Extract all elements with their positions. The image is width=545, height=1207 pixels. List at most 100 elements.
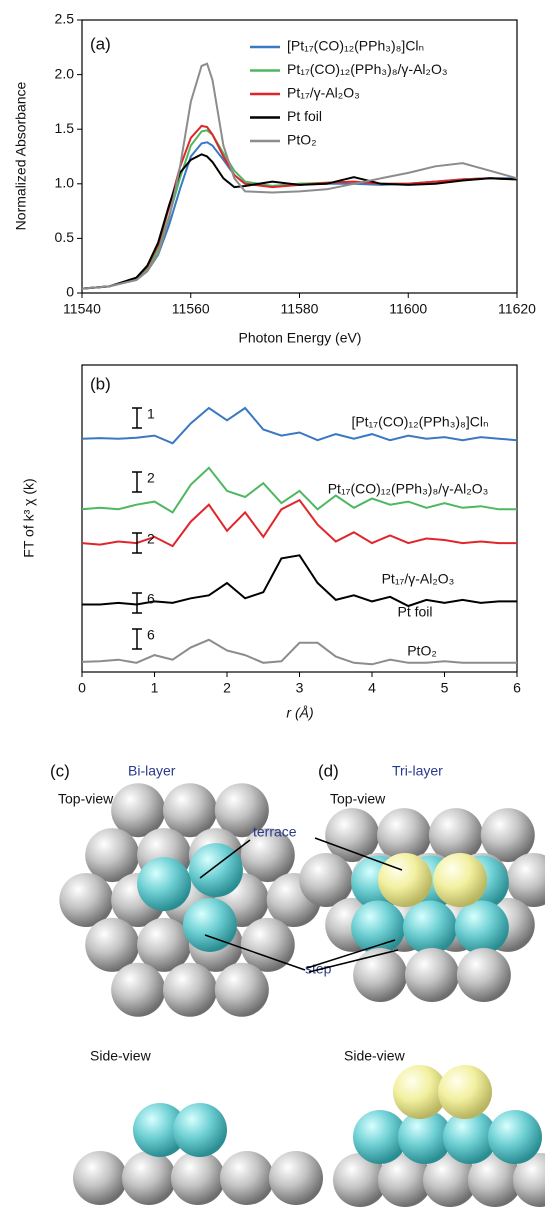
atom (403, 900, 457, 955)
y-tick-label: 2.0 (55, 65, 75, 81)
y-tick-label: 1.5 (55, 120, 75, 136)
x-tick-label: 3 (296, 680, 304, 696)
scale-label: 6 (147, 627, 155, 643)
y-axis-label: Normalized Absorbance (13, 81, 29, 230)
y-tick-label: 2.5 (55, 11, 75, 27)
series-line (81, 153, 518, 290)
atom (353, 948, 408, 1002)
atom (351, 900, 406, 955)
y-tick-label: 0 (66, 284, 74, 300)
leader-lines (199, 837, 403, 973)
scale-label: 1 (147, 406, 155, 422)
atom (398, 1110, 452, 1164)
x-tick-label: 2 (223, 680, 231, 696)
x-tick-label: 0 (78, 680, 86, 696)
atom (488, 1110, 542, 1164)
x-tick-label: 11560 (172, 301, 210, 317)
x-tick-label: 11580 (281, 301, 319, 317)
series-line (81, 638, 517, 666)
atom (59, 873, 114, 927)
model-title: Bi-layer (128, 763, 176, 779)
atom (220, 1151, 274, 1205)
atom (378, 853, 432, 907)
atom (423, 1153, 477, 1207)
series-line (81, 406, 518, 445)
atom (73, 1151, 127, 1205)
atom (506, 853, 545, 907)
view-label: Side-view (90, 1048, 152, 1064)
panel-label: (b) (90, 374, 111, 393)
atom (456, 948, 511, 1002)
atom (122, 1151, 176, 1205)
atom (333, 1153, 387, 1207)
atom (353, 1110, 407, 1164)
series-line (82, 554, 517, 608)
sphere-models (59, 783, 545, 1207)
x-tick-label: 1 (151, 680, 159, 696)
scale-bar (132, 532, 142, 554)
atom (171, 1151, 225, 1205)
atom (137, 917, 192, 972)
scale-label: 2 (147, 470, 155, 486)
atom (111, 783, 166, 838)
series-label: Pt₁₇(CO)₁₂(PPh₃)₈/γ-Al₂O₃ (328, 481, 489, 497)
scale-bar (132, 471, 142, 493)
atom (214, 962, 269, 1017)
scale-bar (132, 592, 142, 614)
y-tick-label: 0.5 (55, 229, 75, 245)
atom (137, 857, 192, 912)
atom (438, 1065, 492, 1119)
x-tick-label: 11620 (498, 301, 536, 317)
series-line (81, 466, 517, 514)
series-label: Pt foil (397, 604, 432, 620)
x-tick-label: 11600 (389, 301, 427, 317)
legend-label: [Pt₁₇(CO)₁₂(PPh₃)₈]Clₙ (287, 38, 424, 54)
scale-bar (132, 628, 142, 650)
atom (325, 808, 380, 863)
panel-label: (a) (90, 34, 111, 53)
atom (111, 962, 166, 1017)
atom (85, 917, 140, 972)
scale-label: 2 (147, 531, 155, 547)
atom (405, 948, 459, 1002)
y-axis-label: FT of k³ χ (k) (21, 478, 37, 557)
series-label: PtO₂ (407, 643, 437, 659)
legend-label: Pt foil (287, 108, 322, 124)
panel-label: (d) (318, 761, 339, 780)
series-line (81, 62, 518, 290)
atom (163, 783, 217, 838)
view-label: Top-view (58, 791, 114, 807)
atom (433, 853, 487, 907)
atom (133, 1103, 187, 1157)
atom (393, 1065, 447, 1119)
atom (182, 897, 237, 952)
x-tick-label: 11540 (63, 301, 101, 317)
x-tick-label: 6 (513, 680, 521, 696)
atom (468, 1153, 522, 1207)
x-tick-label: 4 (368, 680, 376, 696)
series-line (81, 498, 517, 548)
atom (173, 1103, 227, 1157)
x-tick-label: 5 (441, 680, 449, 696)
x-axis-label: Photon Energy (eV) (239, 330, 362, 346)
atom (377, 808, 432, 863)
y-tick-label: 1.0 (55, 175, 75, 191)
legend-label: Pt₁₇(CO)₁₂(PPh₃)₈/γ-Al₂O₃ (287, 61, 448, 77)
view-label: Side-view (344, 1048, 406, 1064)
legend-label: PtO₂ (287, 132, 317, 148)
legend-label: Pt₁₇/γ-Al₂O₃ (287, 85, 360, 101)
atom (378, 1153, 432, 1207)
atom (480, 808, 535, 863)
atom (513, 1153, 545, 1207)
atom (240, 917, 295, 972)
atom (240, 828, 295, 883)
annotation: terrace (253, 824, 297, 840)
atom (443, 1110, 497, 1164)
atom (163, 962, 217, 1017)
x-axis-label: r (Å) (286, 705, 313, 721)
scale-bar (132, 407, 142, 429)
atom (299, 853, 354, 907)
panel-label: (c) (50, 761, 70, 780)
